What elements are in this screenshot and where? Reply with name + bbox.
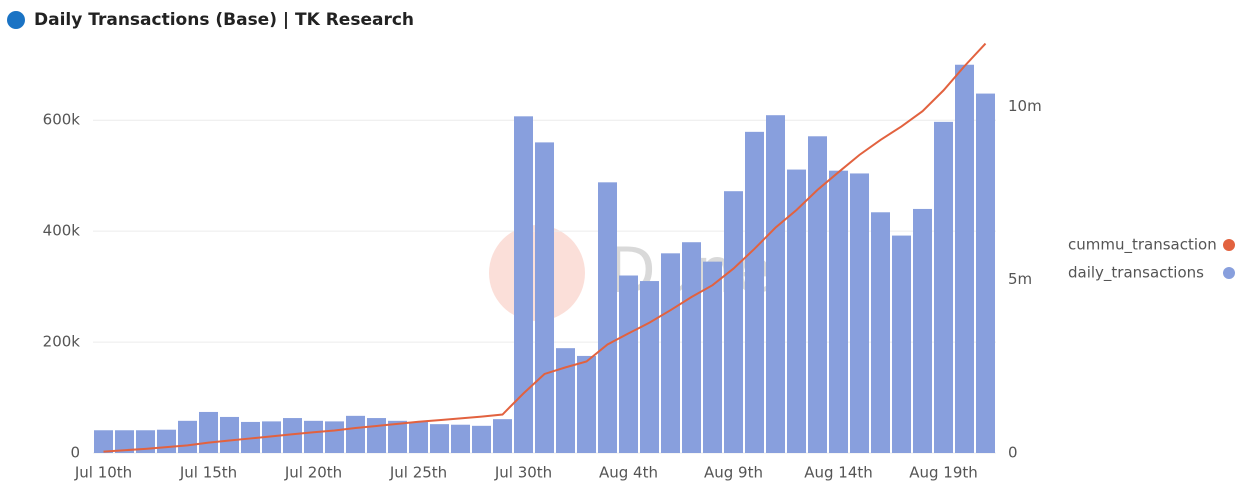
bar: [346, 415, 365, 453]
bar: [304, 420, 323, 453]
x-tick-label: Jul 30th: [494, 464, 552, 482]
bar: [682, 242, 701, 453]
bar: [556, 348, 575, 453]
bar: [871, 212, 890, 453]
plot: [94, 42, 995, 454]
bar: [388, 420, 407, 453]
bar: [913, 208, 932, 453]
bar: [451, 424, 470, 453]
x-tick-label: Aug 19th: [909, 464, 978, 482]
bar: [157, 429, 176, 453]
bar: [367, 418, 386, 453]
legend-marker: [1223, 267, 1235, 279]
legend-label: cummu_transactions: [1068, 236, 1225, 255]
bar: [598, 182, 617, 453]
x-tick-label: Jul 25th: [389, 464, 447, 482]
bar: [325, 421, 344, 453]
bar: [493, 419, 512, 453]
title-icon: [7, 11, 25, 29]
line: [103, 42, 987, 453]
x-tick-label: Aug 9th: [704, 464, 763, 482]
bar: [409, 421, 428, 453]
bar: [850, 173, 869, 453]
y-tick-label: 200k: [43, 333, 81, 351]
bar: [115, 430, 134, 453]
y-tick-label: 600k: [43, 111, 81, 129]
bar: [724, 191, 743, 453]
y-tick-label: 0: [70, 444, 80, 462]
bar: [829, 170, 848, 453]
bar: [976, 93, 995, 454]
bar: [94, 430, 113, 453]
y2-tick-label: 10m: [1008, 97, 1042, 115]
bar: [892, 235, 911, 453]
bar: [745, 131, 764, 453]
bar: [577, 355, 596, 453]
bar: [934, 121, 953, 453]
bar: [787, 169, 806, 453]
bar: [703, 261, 722, 453]
bar: [661, 253, 680, 453]
bar: [283, 418, 302, 453]
bar: [178, 420, 197, 453]
bar: [955, 64, 974, 453]
bar: [766, 115, 785, 453]
bar: [430, 424, 449, 453]
bar: [535, 142, 554, 454]
x-tick-label: Jul 15th: [179, 464, 237, 482]
bar: [199, 411, 218, 453]
bar: [808, 136, 827, 453]
y-tick-label: 400k: [43, 222, 81, 240]
legend: cummu_transactions daily_transactions: [1068, 236, 1225, 283]
y2-tick-label: 5m: [1008, 270, 1032, 288]
bar: [514, 116, 533, 454]
x-tick-label: Jul 20th: [284, 464, 342, 482]
legend-label: daily_transactions: [1068, 264, 1204, 283]
legend-marker: [1223, 239, 1235, 251]
x-tick-label: Aug 4th: [599, 464, 658, 482]
bar: [220, 416, 239, 453]
bar: [472, 425, 491, 453]
y2-tick-label: 0: [1008, 444, 1018, 462]
x-tick-label: Aug 14th: [804, 464, 873, 482]
bar: [136, 430, 155, 453]
bar: [619, 275, 638, 453]
chart-title: Daily Transactions (Base) | TK Research: [34, 10, 414, 30]
bar: [640, 281, 659, 453]
x-tick-label: Jul 10th: [74, 464, 132, 482]
